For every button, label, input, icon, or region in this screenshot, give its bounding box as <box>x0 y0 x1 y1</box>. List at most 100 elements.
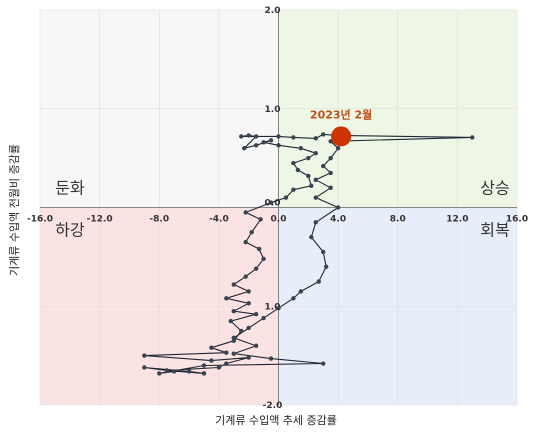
axes <box>40 10 517 405</box>
y-axis-title: 기계류 수입액 전월비 증감률 <box>8 144 21 276</box>
x-tick-label: -12.0 <box>87 215 113 225</box>
data-point <box>276 134 281 139</box>
data-point <box>186 369 192 374</box>
data-point <box>291 160 296 166</box>
quadrant-label: 회복 <box>480 221 509 240</box>
data-point <box>276 306 281 311</box>
data-point <box>243 239 248 245</box>
data-point <box>313 150 318 156</box>
data-point <box>298 146 304 151</box>
data-point <box>253 143 259 148</box>
data-point <box>216 365 222 370</box>
x-tick-label: 0.0 <box>271 215 287 225</box>
data-point <box>298 289 304 294</box>
data-point <box>295 167 301 173</box>
data-point <box>231 351 236 356</box>
y-tick-label: 1.0 <box>265 302 281 312</box>
data-point <box>291 296 296 301</box>
data-point <box>470 135 475 140</box>
data-point <box>142 353 147 358</box>
data-point <box>309 183 314 188</box>
quadrant-label: 상승 <box>480 179 509 198</box>
data-point <box>246 133 251 138</box>
highlight-label: 2023년 2월 <box>310 107 372 121</box>
data-point <box>249 229 254 235</box>
data-point <box>231 282 236 287</box>
data-point <box>171 369 177 374</box>
data-point <box>256 246 262 252</box>
data-point <box>321 132 326 137</box>
data-point <box>291 187 296 192</box>
data-point <box>201 371 207 376</box>
y-tick-label: -2.0 <box>263 401 283 411</box>
x-tick-label: 12.0 <box>446 215 468 225</box>
data-point <box>231 308 236 314</box>
data-point <box>142 365 147 370</box>
data-point <box>231 335 236 341</box>
data-point <box>261 315 266 321</box>
data-point <box>209 358 214 363</box>
data-point <box>258 217 263 222</box>
data-point <box>239 134 244 139</box>
data-point <box>201 363 207 368</box>
data-point <box>309 234 314 240</box>
x-tick-label: 4.0 <box>330 215 346 225</box>
data-point <box>253 134 259 139</box>
x-tick-label: -16.0 <box>27 215 53 225</box>
data-point <box>328 170 333 176</box>
data-point <box>313 177 318 183</box>
data-point <box>243 210 248 215</box>
x-axis-title: 기계류 수입액 추세 증감률 <box>215 414 337 427</box>
data-point <box>228 318 233 324</box>
x-tick-label: 16.0 <box>506 215 528 225</box>
highlight-marker <box>331 126 352 147</box>
data-point <box>328 185 333 190</box>
data-point <box>328 155 333 161</box>
data-point <box>261 140 266 145</box>
data-point <box>268 200 274 205</box>
data-point <box>328 139 333 144</box>
data-point <box>261 256 266 262</box>
tick-labels: -16.0 -12.0 -8.0 -4.0 4.0 8.0 12.0 16.0 0.0 2.0 1.… <box>27 6 528 411</box>
x-tick-label: 8.0 <box>390 215 406 225</box>
data-point <box>313 136 318 141</box>
data-point <box>321 249 326 255</box>
data-point <box>239 328 244 334</box>
data-point <box>335 205 341 210</box>
data-point <box>321 361 326 366</box>
data-point <box>246 325 251 331</box>
data-series <box>142 132 475 376</box>
series-line <box>143 133 473 374</box>
data-point <box>253 266 259 271</box>
data-point <box>324 264 329 269</box>
highlight-point: 2023년 2월 <box>310 107 372 147</box>
data-point <box>316 279 321 284</box>
data-point <box>164 368 169 373</box>
data-point <box>246 301 251 306</box>
data-point <box>243 274 248 279</box>
data-point <box>157 371 162 376</box>
quadrant-label: 둔화 <box>55 179 85 198</box>
data-point <box>313 220 318 225</box>
y-tick-label: 1.0 <box>265 105 281 115</box>
y-tick-label: 2.0 <box>265 6 281 16</box>
data-point <box>209 345 214 350</box>
x-tick-label: -8.0 <box>149 215 169 225</box>
data-point <box>224 361 229 366</box>
data-point <box>268 356 274 361</box>
data-point <box>253 343 259 348</box>
data-point <box>306 173 311 179</box>
data-point <box>335 146 341 151</box>
data-point <box>283 195 289 200</box>
data-point <box>246 289 251 294</box>
quadrant-label: 하강 <box>55 221 85 240</box>
data-point <box>306 155 311 161</box>
data-point <box>268 138 274 143</box>
data-point <box>276 143 281 148</box>
data-point <box>291 135 296 140</box>
data-point <box>224 296 229 301</box>
data-point <box>224 350 229 355</box>
data-point <box>253 311 259 317</box>
